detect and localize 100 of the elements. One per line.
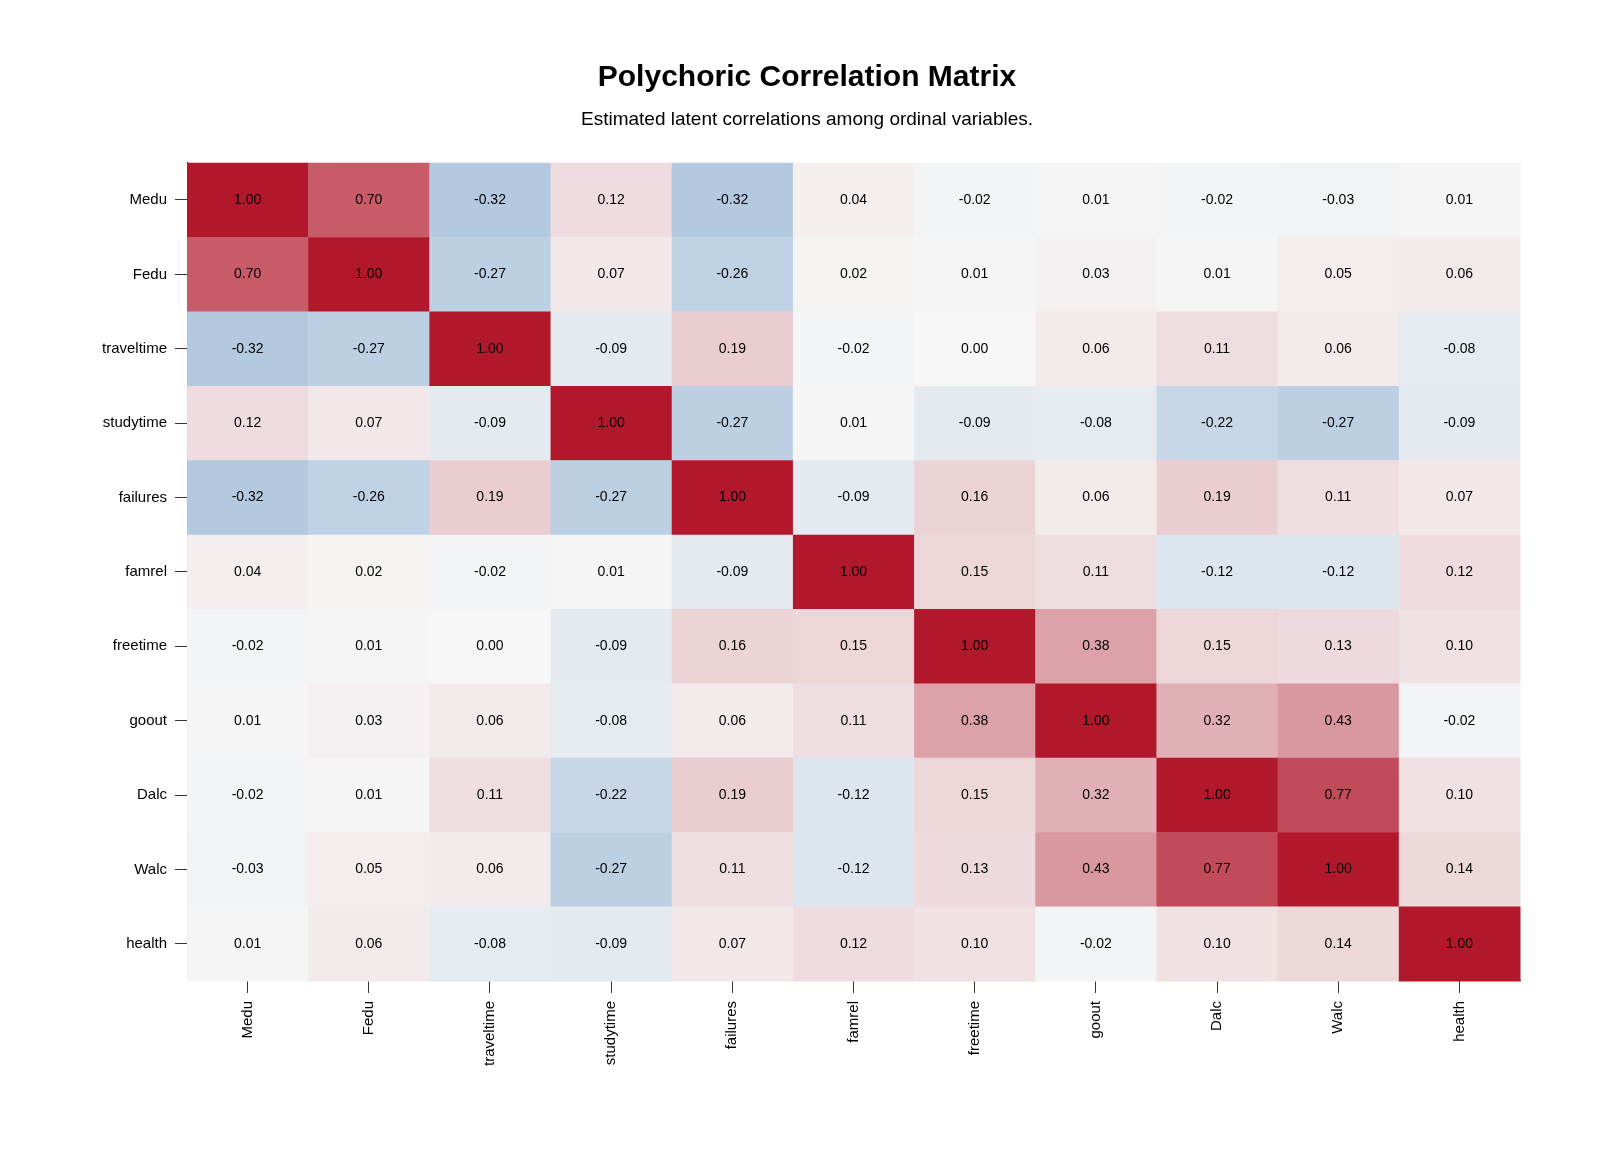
data-label: 0.06 <box>1082 339 1110 356</box>
chart-title: Polychoric Correlation Matrix <box>597 59 1017 93</box>
data-label: 0.32 <box>1082 785 1110 802</box>
data-label: 0.01 <box>1445 190 1474 207</box>
data-label: 0.70 <box>355 190 383 207</box>
data-label: 0.19 <box>718 339 747 356</box>
data-label: 0.00 <box>476 637 504 654</box>
data-label: 0.77 <box>1203 860 1231 877</box>
data-label: 1.00 <box>355 265 383 282</box>
data-label: 0.01 <box>597 562 625 579</box>
data-label: -0.22 <box>1201 413 1234 430</box>
data-label: 0.04 <box>233 562 262 579</box>
data-label: 0.11 <box>1203 339 1231 356</box>
data-label: 0.12 <box>839 934 868 951</box>
data-label: 0.01 <box>961 265 989 282</box>
data-label: -0.02 <box>958 190 991 207</box>
data-label: 0.00 <box>961 339 989 356</box>
data-label: 0.14 <box>1324 934 1353 951</box>
data-label: 0.15 <box>839 637 868 654</box>
data-label: 1.00 <box>961 637 989 654</box>
data-label: 0.02 <box>839 265 868 282</box>
y-tick-label: famrel <box>125 562 168 580</box>
data-label: 0.11 <box>1325 488 1352 505</box>
data-label: 1.00 <box>476 339 504 356</box>
data-label: 1.00 <box>1082 711 1110 728</box>
data-label: -0.02 <box>1201 190 1234 207</box>
data-label: 0.01 <box>233 934 262 951</box>
data-label: -0.12 <box>837 785 870 802</box>
data-label: 0.15 <box>961 785 989 802</box>
data-label: 0.15 <box>1203 637 1231 654</box>
data-label: 0.05 <box>355 860 383 877</box>
data-label: 0.12 <box>597 190 625 207</box>
y-tick-label: traveltime <box>101 338 168 356</box>
data-label: 0.13 <box>961 860 989 877</box>
data-label: 0.38 <box>1082 637 1110 654</box>
data-label: -0.02 <box>231 637 264 654</box>
data-label: 0.06 <box>476 860 504 877</box>
x-tick-label: famrel <box>843 1000 861 1043</box>
data-label: 0.04 <box>839 190 868 207</box>
y-tick-label: goout <box>129 710 168 728</box>
x-tick-label: Fedu <box>358 1000 376 1036</box>
data-label: -0.09 <box>958 413 991 430</box>
data-label: -0.32 <box>231 339 264 356</box>
data-label: 1.00 <box>233 190 262 207</box>
data-label: 1.00 <box>1445 934 1474 951</box>
data-label: -0.02 <box>1079 934 1113 951</box>
data-label: -0.03 <box>1322 190 1355 207</box>
data-label: 0.19 <box>1203 488 1231 505</box>
data-label: 0.06 <box>1082 488 1110 505</box>
data-label: 0.07 <box>718 934 747 951</box>
y-tick-label: freetime <box>112 636 168 654</box>
data-label: 1.00 <box>597 413 625 430</box>
data-label: 0.77 <box>1324 785 1353 802</box>
data-label: -0.09 <box>716 562 749 579</box>
data-label: 0.15 <box>961 562 989 579</box>
data-label: -0.26 <box>352 488 385 505</box>
y-tick-label: Dalc <box>137 785 168 803</box>
data-label: -0.02 <box>837 339 870 356</box>
data-label: -0.27 <box>595 860 628 877</box>
x-tick-label: traveltime <box>480 1000 498 1067</box>
data-label: 0.07 <box>1445 488 1474 505</box>
data-label: -0.09 <box>595 637 628 654</box>
data-label: 0.32 <box>1203 711 1231 728</box>
data-label: 1.00 <box>1324 860 1353 877</box>
y-tick-label: Medu <box>129 190 168 208</box>
data-label: -0.27 <box>1322 413 1355 430</box>
y-tick-label: health <box>126 933 168 951</box>
data-label: -0.22 <box>595 785 628 802</box>
data-label: 0.19 <box>476 488 504 505</box>
data-label: 0.12 <box>1445 562 1474 579</box>
data-label: 0.10 <box>961 934 989 951</box>
data-label: 0.11 <box>476 785 504 802</box>
data-label: -0.02 <box>1443 711 1476 728</box>
data-label: 0.14 <box>1445 860 1474 877</box>
data-label: -0.08 <box>595 711 628 728</box>
y-tick-label: failures <box>118 487 168 505</box>
data-label: -0.27 <box>474 265 507 282</box>
data-label: 0.70 <box>233 265 262 282</box>
data-label: -0.09 <box>474 413 507 430</box>
data-label: 0.07 <box>597 265 625 282</box>
data-label: 0.01 <box>355 785 383 802</box>
data-label: 0.03 <box>1082 265 1110 282</box>
data-label: -0.08 <box>1079 413 1113 430</box>
x-tick-label: Dalc <box>1207 1000 1225 1031</box>
data-label: -0.27 <box>716 413 749 430</box>
data-label: -0.12 <box>837 860 870 877</box>
data-label: 0.10 <box>1203 934 1231 951</box>
data-label: 0.06 <box>355 934 383 951</box>
data-label: 0.11 <box>840 711 867 728</box>
y-tick-label: Walc <box>134 859 168 877</box>
chart-subtitle: Estimated latent correlations among ordinal variables. <box>580 107 1034 129</box>
data-label: 0.01 <box>355 637 383 654</box>
data-label: 0.43 <box>1324 711 1353 728</box>
data-label: -0.32 <box>474 190 507 207</box>
data-label: 0.10 <box>1445 785 1474 802</box>
data-label: -0.08 <box>1443 339 1476 356</box>
data-label: 0.43 <box>1082 860 1110 877</box>
data-label: 0.01 <box>839 413 868 430</box>
data-label: -0.03 <box>231 860 264 877</box>
data-label: -0.27 <box>595 488 628 505</box>
